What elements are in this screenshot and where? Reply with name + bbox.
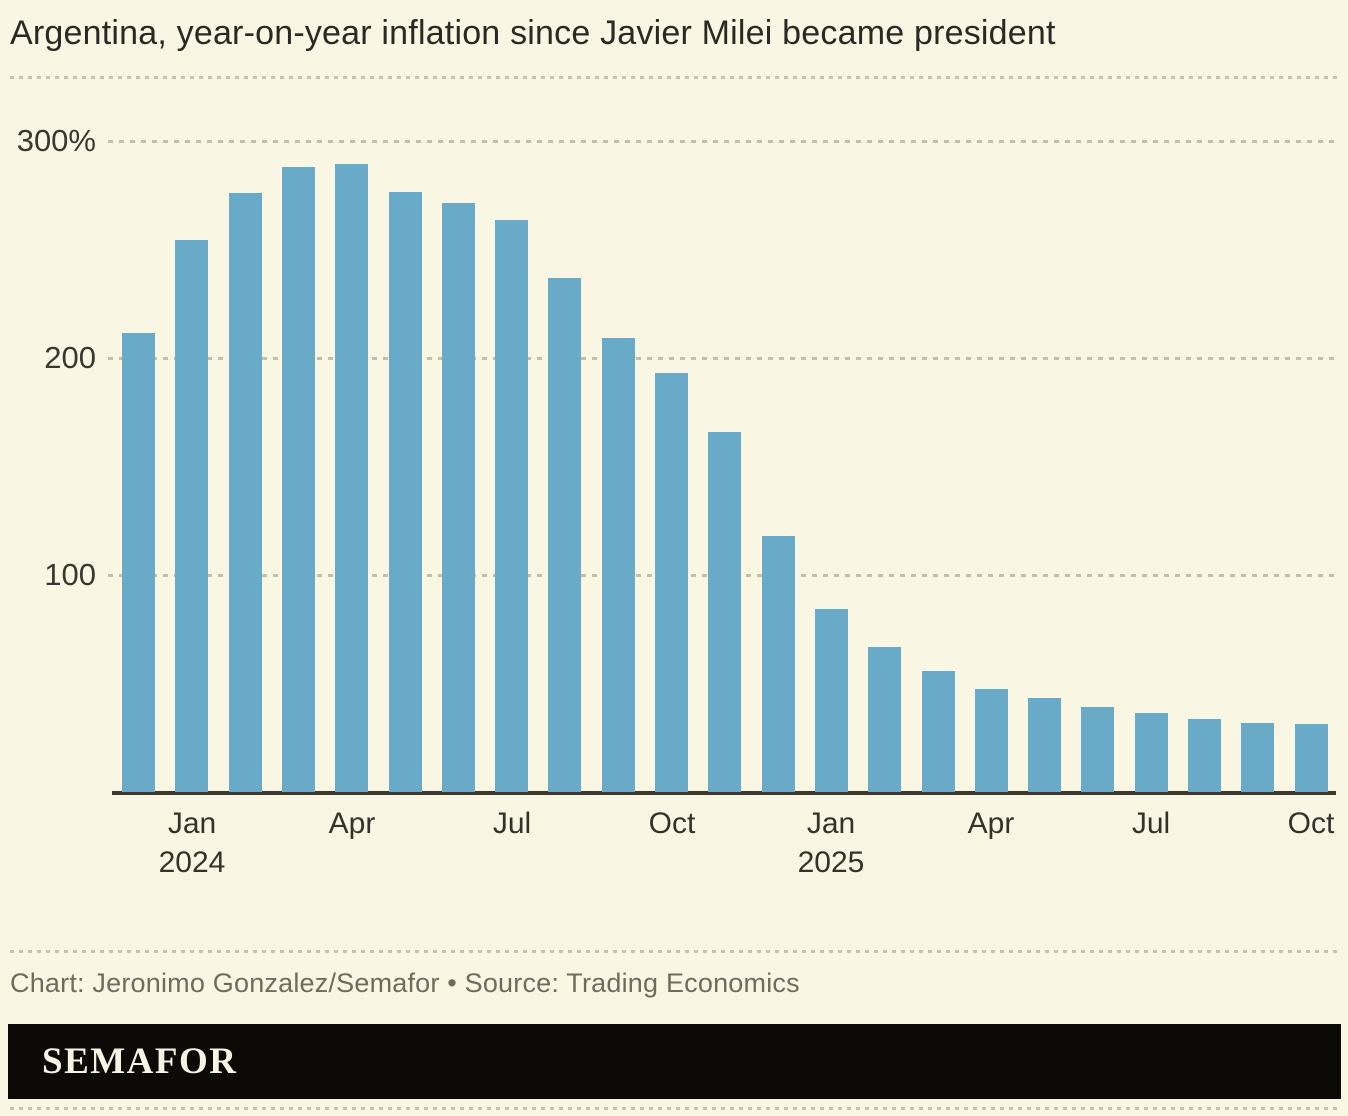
x-tick-label: Apr bbox=[328, 807, 376, 840]
gridline-300 bbox=[108, 140, 1338, 143]
y-tick-label: 200 bbox=[44, 340, 96, 375]
bar bbox=[602, 338, 635, 792]
gridline-200 bbox=[108, 357, 1338, 360]
x-tick-label: Apr bbox=[967, 807, 1015, 840]
bar bbox=[762, 536, 795, 792]
bar bbox=[1188, 719, 1221, 792]
bar bbox=[655, 373, 688, 792]
bar bbox=[1135, 713, 1168, 792]
bar bbox=[122, 333, 155, 792]
y-tick-label: 100 bbox=[44, 557, 96, 592]
dotted-divider-bottom bbox=[10, 1107, 1338, 1110]
bar bbox=[815, 609, 848, 792]
bar bbox=[1241, 723, 1274, 792]
x-tick-year-label: 2024 bbox=[158, 846, 226, 879]
bar-chart: 300% 200 100 Jan 2024 Apr Jul Oct Jan 2025 Apr Jul O… bbox=[16, 123, 1338, 879]
semafor-logo: SEMAFOR bbox=[42, 1041, 238, 1082]
page-title: Argentina, year-on-year inflation since … bbox=[10, 14, 1056, 52]
x-tick-label: Jul bbox=[492, 807, 532, 840]
bar bbox=[868, 647, 901, 792]
bar bbox=[1081, 707, 1114, 792]
bar bbox=[175, 240, 208, 792]
dotted-divider-footer bbox=[10, 950, 1338, 953]
bar bbox=[282, 167, 315, 792]
bar bbox=[335, 164, 368, 792]
bar bbox=[229, 193, 262, 792]
bar bbox=[975, 689, 1008, 792]
x-tick-label: Oct bbox=[648, 807, 696, 840]
x-tick-label: Jan bbox=[806, 807, 856, 840]
bar bbox=[922, 671, 955, 792]
bar bbox=[442, 203, 475, 792]
bar bbox=[548, 278, 581, 792]
y-tick-label: 300% bbox=[16, 123, 96, 158]
bar bbox=[1028, 698, 1061, 792]
bar bbox=[495, 220, 528, 792]
credit-line: Chart: Jeronimo Gonzalez/Semafor • Sourc… bbox=[10, 968, 800, 998]
logo-bar: SEMAFOR bbox=[8, 1024, 1341, 1099]
x-axis-line bbox=[112, 791, 1336, 795]
bar bbox=[708, 432, 741, 792]
x-tick-year-label: 2025 bbox=[797, 846, 865, 879]
dotted-divider-top bbox=[10, 76, 1338, 79]
x-tick-label: Jan bbox=[167, 807, 217, 840]
bar bbox=[389, 192, 422, 792]
x-tick-label: Oct bbox=[1287, 807, 1335, 840]
x-tick-label: Jul bbox=[1131, 807, 1171, 840]
bar bbox=[1295, 724, 1328, 792]
